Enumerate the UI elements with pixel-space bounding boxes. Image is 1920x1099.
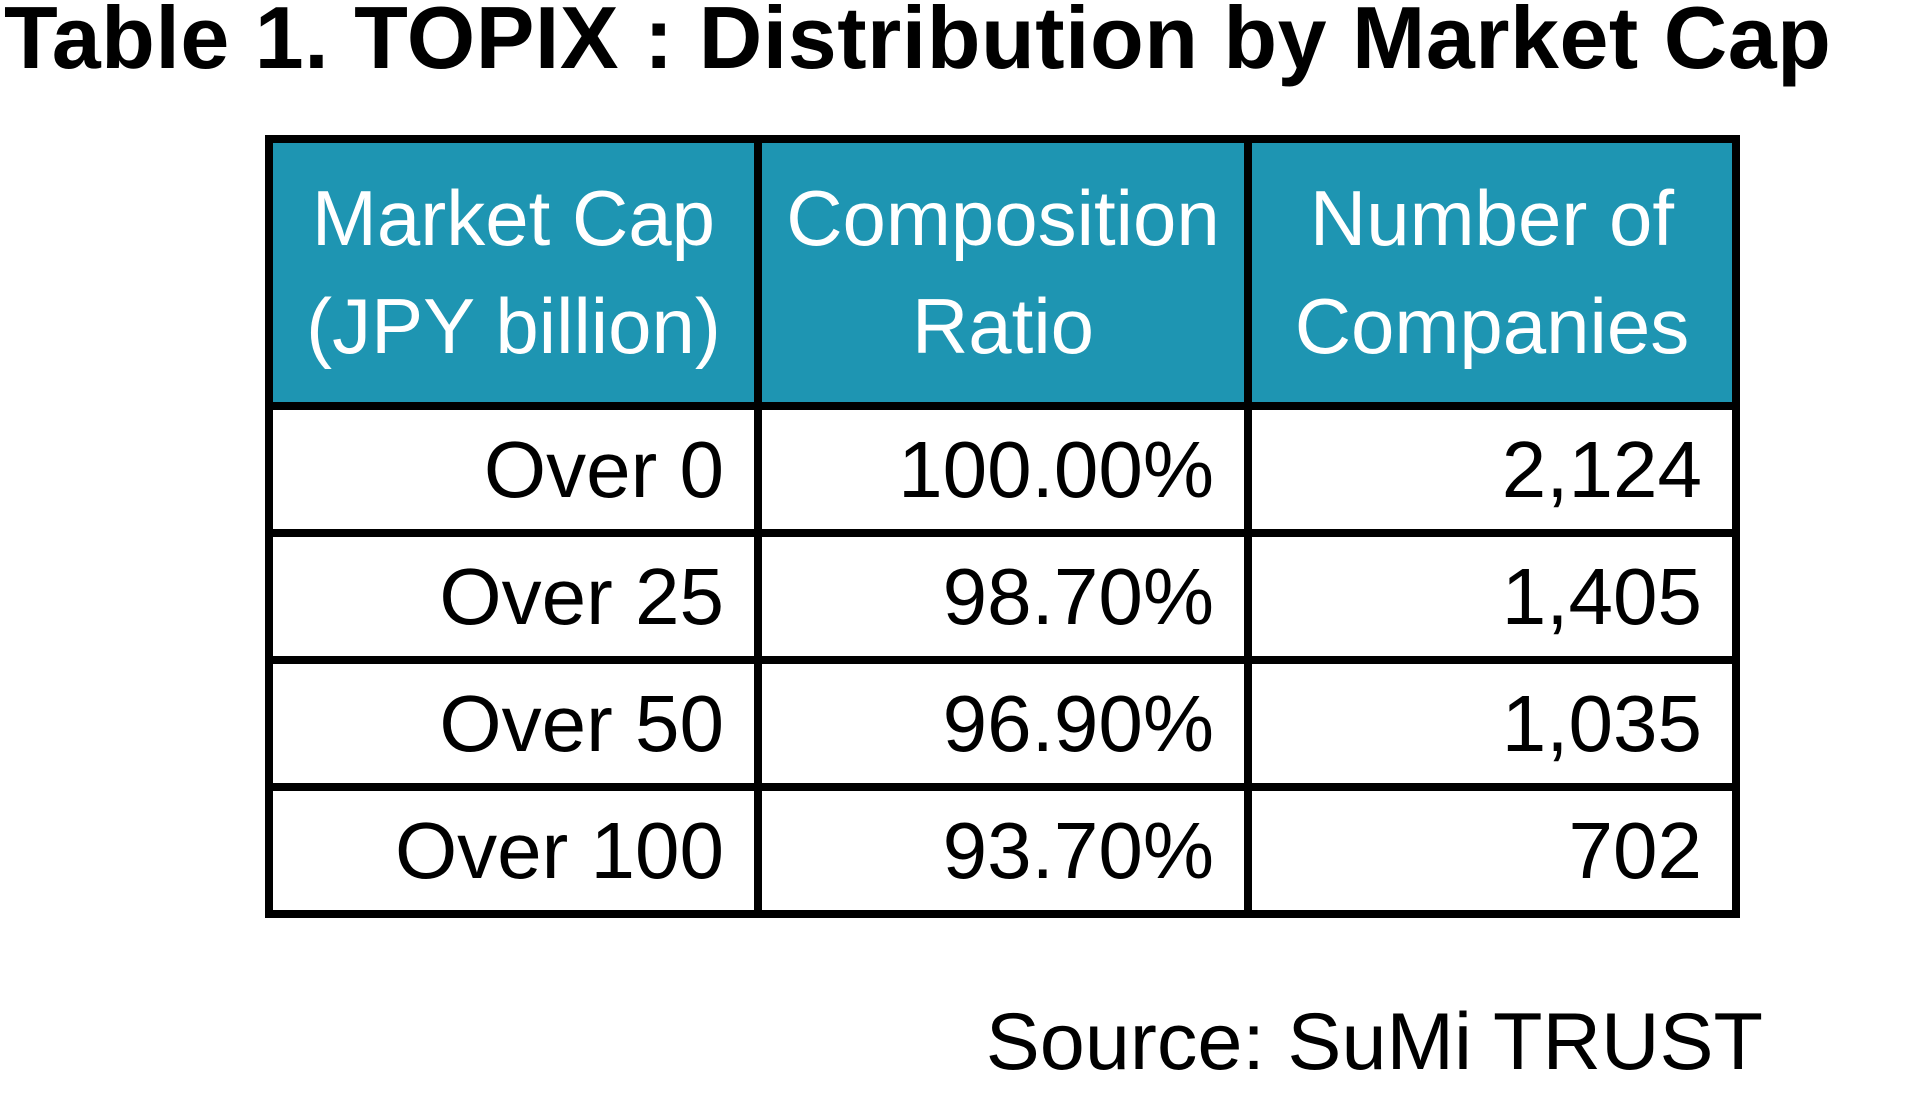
header-line: Ratio bbox=[911, 281, 1095, 370]
table-cell-composition-ratio: 100.00% bbox=[754, 402, 1252, 537]
page-title: Table 1. TOPIX : Distribution by Market … bbox=[4, 0, 1832, 87]
table-cell-number-of-companies: 2,124 bbox=[1244, 402, 1740, 537]
table-cell-market-cap: Over 50 bbox=[265, 656, 762, 791]
market-cap-table: Market Cap (JPY billion) Composition Rat… bbox=[265, 135, 1740, 918]
table-cell-market-cap: Over 100 bbox=[265, 783, 762, 918]
header-line: Number of bbox=[1309, 173, 1675, 262]
header-line: Composition bbox=[786, 173, 1220, 262]
column-header-number-of-companies: Number of Companies bbox=[1244, 135, 1740, 410]
column-header-market-cap: Market Cap (JPY billion) bbox=[265, 135, 762, 410]
table-row: Over 0 100.00% 2,124 bbox=[265, 402, 1740, 537]
table-row: Over 100 93.70% 702 bbox=[265, 783, 1740, 918]
header-line: Companies bbox=[1294, 281, 1690, 370]
table-cell-number-of-companies: 702 bbox=[1244, 783, 1740, 918]
table-cell-composition-ratio: 93.70% bbox=[754, 783, 1252, 918]
table-row: Over 25 98.70% 1,405 bbox=[265, 529, 1740, 664]
header-line: (JPY billion) bbox=[306, 281, 721, 370]
column-header-composition-ratio: Composition Ratio bbox=[754, 135, 1252, 410]
table-cell-number-of-companies: 1,035 bbox=[1244, 656, 1740, 791]
table-row: Over 50 96.90% 1,035 bbox=[265, 656, 1740, 791]
source-note: Source: SuMi TRUST bbox=[985, 997, 1763, 1087]
header-line: Market Cap bbox=[311, 173, 716, 262]
table-header-row: Market Cap (JPY billion) Composition Rat… bbox=[265, 135, 1740, 410]
table-cell-composition-ratio: 96.90% bbox=[754, 656, 1252, 791]
table-cell-number-of-companies: 1,405 bbox=[1244, 529, 1740, 664]
table-cell-composition-ratio: 98.70% bbox=[754, 529, 1252, 664]
table-cell-market-cap: Over 0 bbox=[265, 402, 762, 537]
table-cell-market-cap: Over 25 bbox=[265, 529, 762, 664]
